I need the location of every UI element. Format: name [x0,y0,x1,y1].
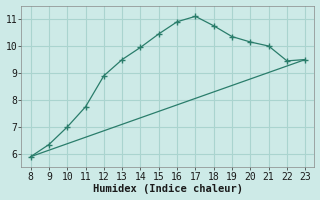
X-axis label: Humidex (Indice chaleur): Humidex (Indice chaleur) [93,184,243,194]
